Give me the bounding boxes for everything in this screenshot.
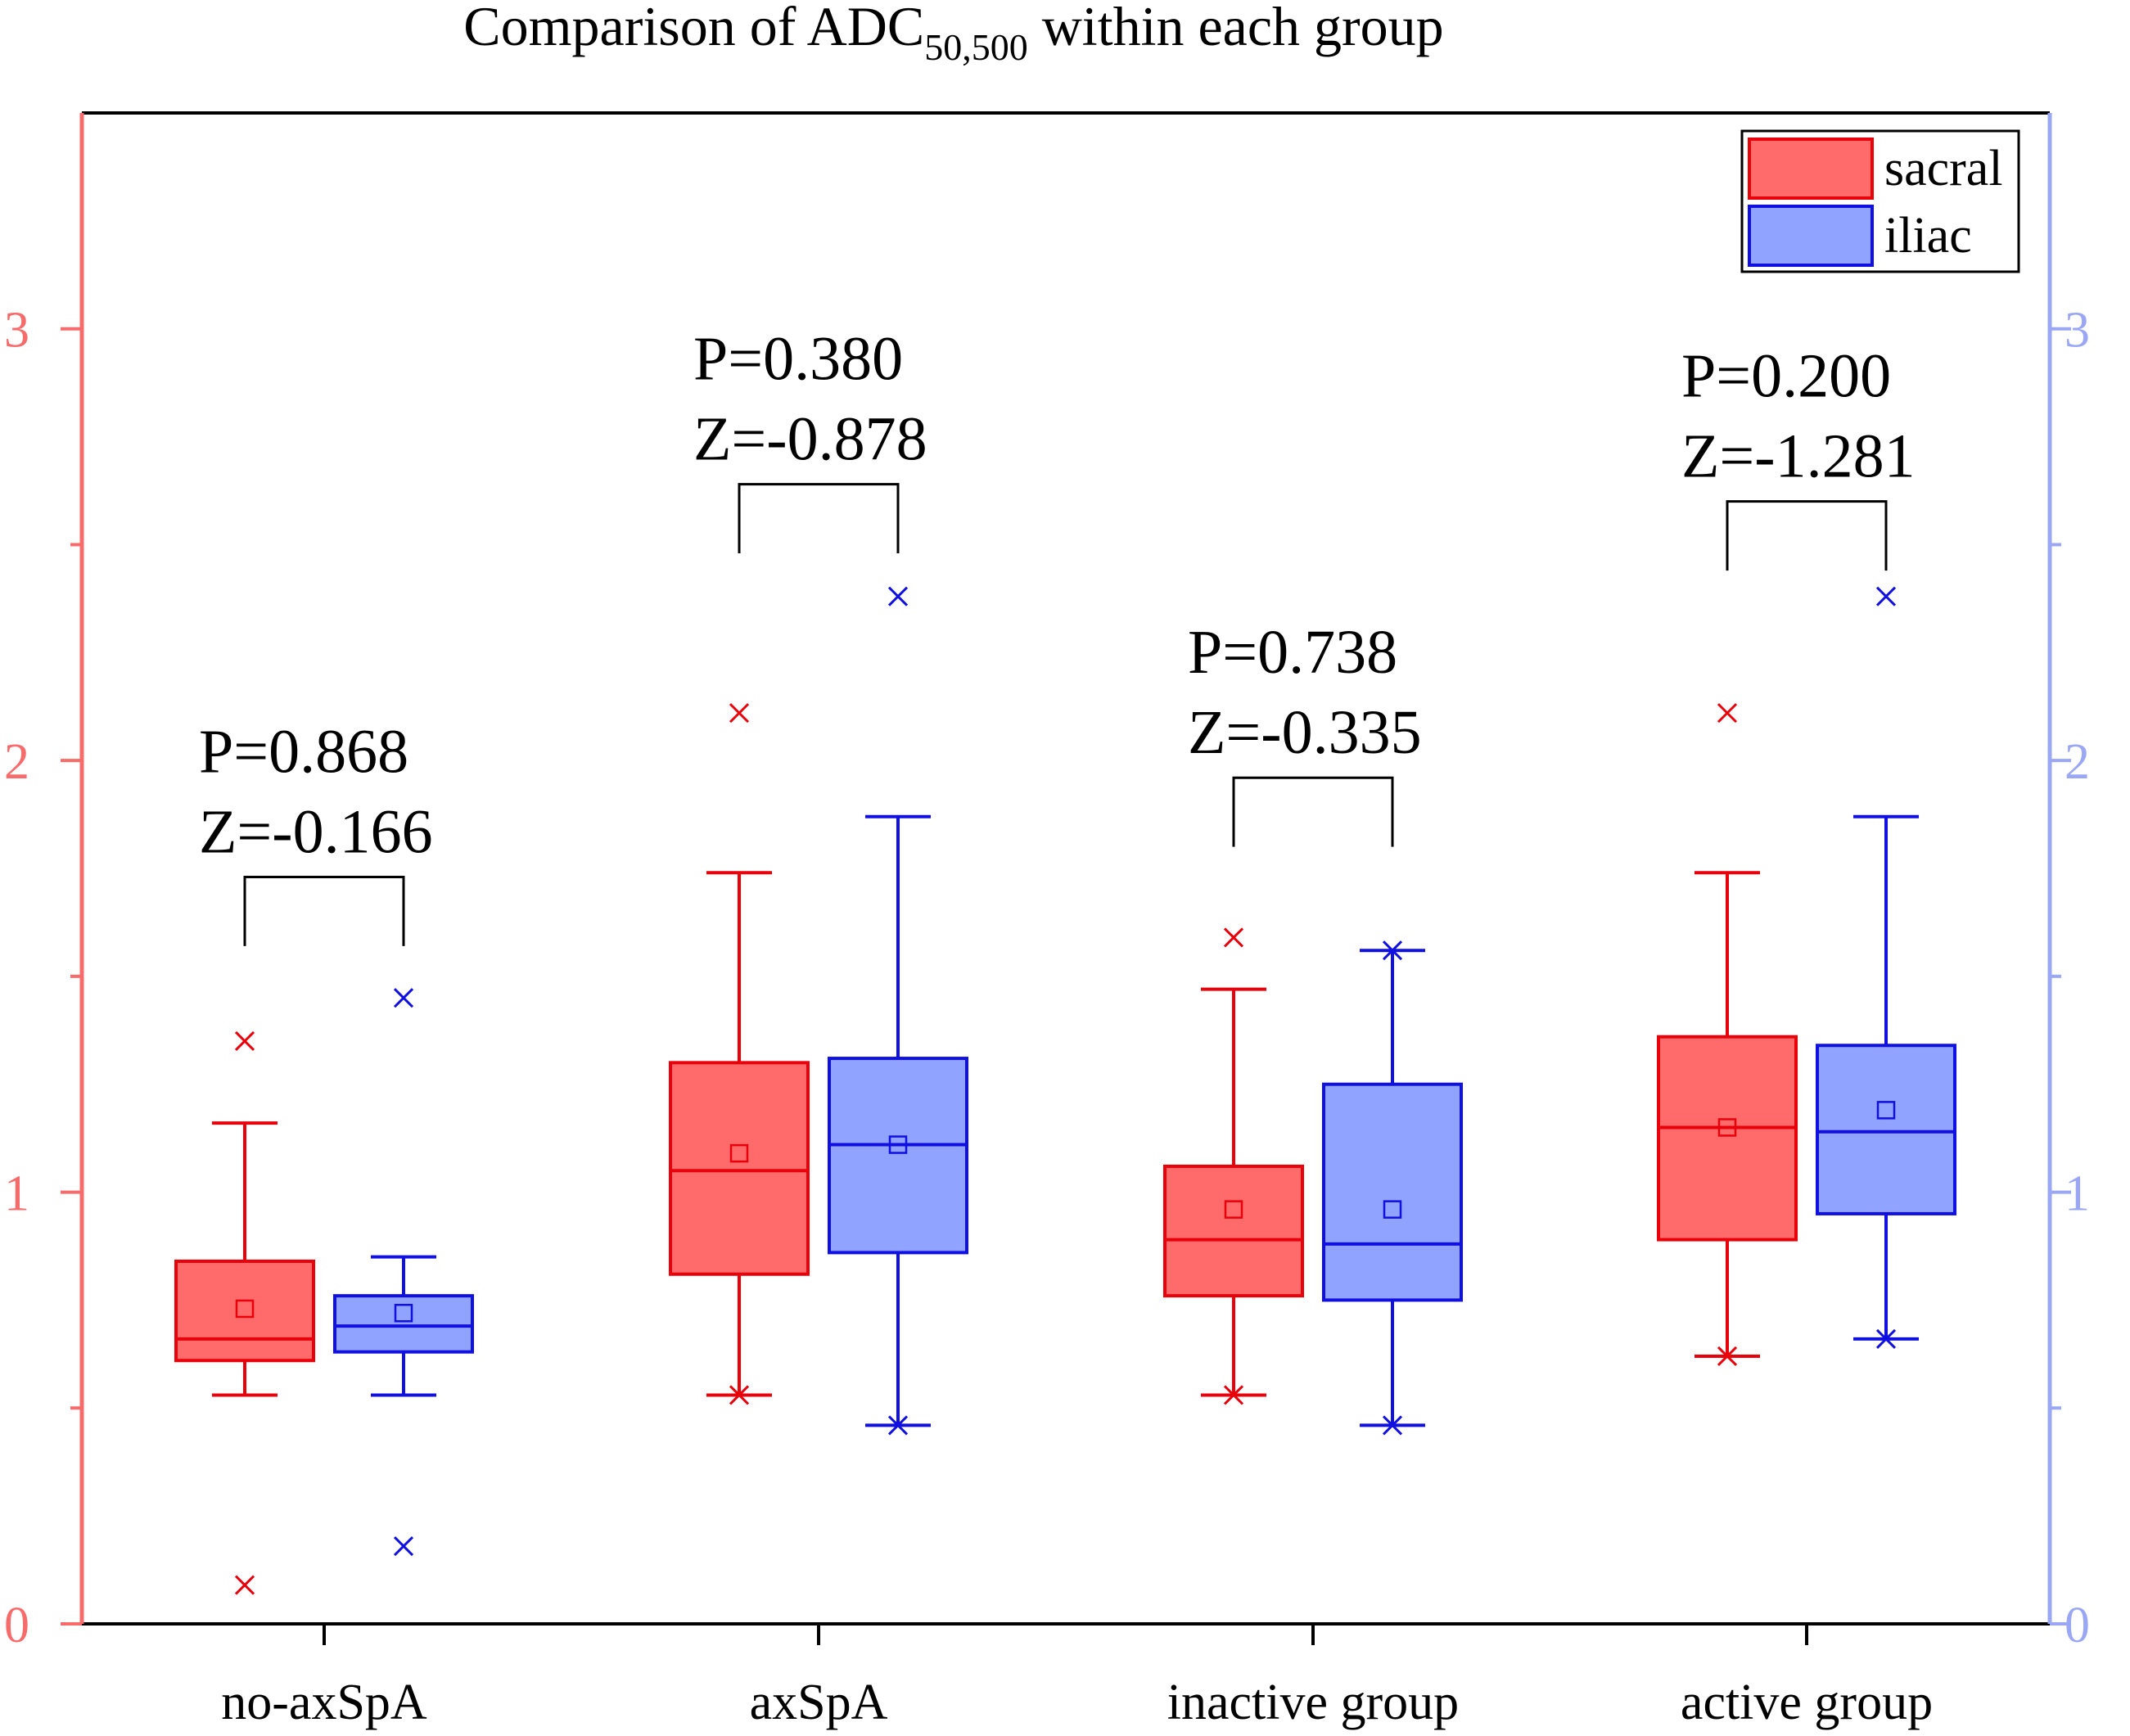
iliac-box-1-cap-lower-x-stroke [887,1415,909,1436]
y-tick-label-left: 2 [4,734,29,790]
p-value-label: P=0.868 [199,718,408,787]
iliac-box-0-outlier-stroke [393,988,414,1008]
sacral-box-1-cap-lower-x [729,1385,750,1405]
sacral-box-0-outlier-stroke [234,1030,255,1052]
sacral-box-1-mean-marker [729,1143,749,1163]
legend-swatch-iliac [1748,205,1874,267]
iliac-box-1-outlier [887,586,909,606]
iliac-box-1-iqr [828,1057,968,1255]
y-tick-labels-right: 0 1 2 3 [2065,303,2090,1653]
sacral-box-2-iqr [1163,1164,1304,1298]
z-value-label: Z=-0.335 [1188,698,1422,767]
iliac-box-2-cap-lower-x [1382,1415,1403,1436]
iliac-box-2-mean-marker [1383,1200,1402,1219]
z-value-label: Z=-0.166 [199,798,433,867]
iliac-box-2-iqr [1322,1082,1463,1302]
sacral-box-1-outlier-stroke [729,703,750,724]
chart-title: Comparison of ADC50,500 within each grou… [463,0,1443,68]
significance-bracket [738,483,900,553]
iliac-box-3-iqr [1816,1044,1956,1215]
x-tick-label: inactive group [1167,1675,1459,1730]
sacral-box-0-outlier [234,1575,255,1595]
sacral-box-0-mean-marker [235,1299,255,1319]
sacral-box-3-outlier-stroke [1717,703,1738,724]
p-value-label: P=0.380 [693,325,903,394]
iliac-box-0-outlier-stroke [393,1536,414,1557]
sacral-box-2-outlier [1223,927,1244,948]
significance-bracket [243,876,405,946]
sacral-box-1-iqr [669,1061,810,1276]
x-tick-label: axSpA [750,1675,888,1730]
z-value-label: Z=-1.281 [1681,422,1916,491]
chart-title-main: Comparison of ADC [463,0,924,57]
z-value-label: Z=-0.878 [693,405,927,474]
sacral-box-3-iqr [1657,1035,1798,1242]
sacral-box-3-mean-marker [1717,1118,1737,1137]
sacral-box-2-cap-lower-x [1223,1385,1244,1405]
sacral-box-1-cap-lower-x-stroke [729,1385,750,1405]
chart-title-subscript: 50,500 [924,26,1028,68]
p-value-label: P=0.738 [1188,618,1397,687]
sacral-box-0-iqr [174,1259,315,1363]
iliac-box-3-outlier [1875,586,1897,606]
legend-label-iliac: iliac [1884,208,1972,264]
iliac-box-1-mean-marker [888,1135,908,1154]
y-tick-label-left: 0 [4,1598,29,1653]
sacral-box-0-outlier [234,1030,255,1052]
sacral-box-3-cap-lower-x-stroke [1717,1346,1738,1367]
iliac-box-3-cap-lower-x [1875,1328,1897,1349]
sacral-box-2-mean-marker [1224,1200,1243,1219]
sacral-box-2-cap-lower-x-stroke [1223,1385,1244,1405]
chart-title-rest: within each group [1028,0,1444,57]
iliac-box-3-cap-lower-x-stroke [1875,1328,1897,1349]
iliac-box-0-mean-marker [394,1304,413,1323]
iliac-box-0-outlier [393,988,414,1008]
iliac-box-2-cap-lower-x-stroke [1382,1415,1403,1436]
iliac-box-1-cap-lower-x [887,1415,909,1436]
significance-bracket [1726,500,1888,571]
x-tick-label: active group [1681,1675,1933,1730]
sacral-box-2-outlier-stroke [1223,927,1244,948]
y-tick-label-left: 3 [4,303,29,358]
legend-swatch-sacral [1748,138,1874,200]
significance-annotations: P=0.868 Z=-0.166 P=0.380 Z=-0.878 P=0.73… [199,325,1916,867]
legend: sacral iliac [1740,129,2020,273]
y-tick-label-left: 1 [4,1166,29,1222]
x-tick-labels: no-axSpA axSpA inactive group active gro… [221,1675,1933,1730]
x-tick-label: no-axSpA [221,1675,427,1730]
plot-marks [61,111,2071,1645]
sacral-box-1-outlier [729,703,750,724]
iliac-box-1-outlier-stroke [887,586,909,606]
iliac-box-3-outlier-stroke [1875,586,1897,606]
iliac-box-3-mean-marker [1876,1101,1896,1120]
sacral-box-0-outlier-stroke [234,1575,255,1595]
legend-label-sacral: sacral [1884,141,2003,196]
iliac-box-2-cap-upper-x [1382,940,1403,961]
p-value-label: P=0.200 [1681,342,1891,411]
iliac-box-0-outlier [393,1536,414,1557]
sacral-box-3-cap-lower-x [1717,1346,1738,1367]
sacral-box-3-outlier [1717,703,1738,724]
y-tick-labels-left: 0 1 2 3 [4,303,29,1653]
iliac-box-2-cap-upper-x-stroke [1382,940,1403,961]
significance-bracket [1232,776,1394,847]
